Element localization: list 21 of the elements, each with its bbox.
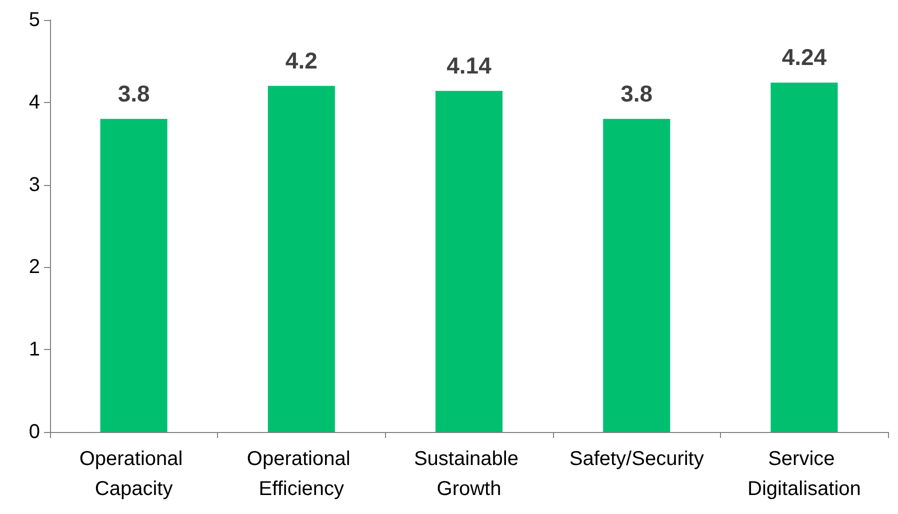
- x-tick-label: Operational Capacity: [79, 448, 188, 500]
- x-tick-label: Service Digitalisation: [748, 448, 861, 500]
- y-tick-label: 4: [28, 91, 40, 114]
- bar: [435, 90, 503, 432]
- bar: [268, 86, 335, 432]
- y-tick-label: 2: [28, 256, 40, 278]
- x-tick-label: Operational Efficiency: [246, 448, 356, 500]
- y-tick-label: 1: [28, 338, 40, 361]
- bar: [100, 118, 168, 432]
- y-tick-label: 3: [28, 174, 40, 196]
- y-tick-label: 5: [28, 9, 40, 31]
- data-label: 3.8: [620, 80, 653, 106]
- data-label: 3.8: [118, 80, 150, 106]
- y-tick-label: 0: [28, 421, 40, 443]
- data-label: 4.24: [782, 44, 827, 70]
- bar: [770, 82, 838, 432]
- x-tick-label: Sustainable Growth: [414, 448, 524, 500]
- x-tick-label: Safety/Security: [569, 448, 704, 470]
- bar: [603, 118, 670, 432]
- data-label: 4.14: [446, 52, 492, 78]
- data-label: 4.2: [285, 47, 318, 74]
